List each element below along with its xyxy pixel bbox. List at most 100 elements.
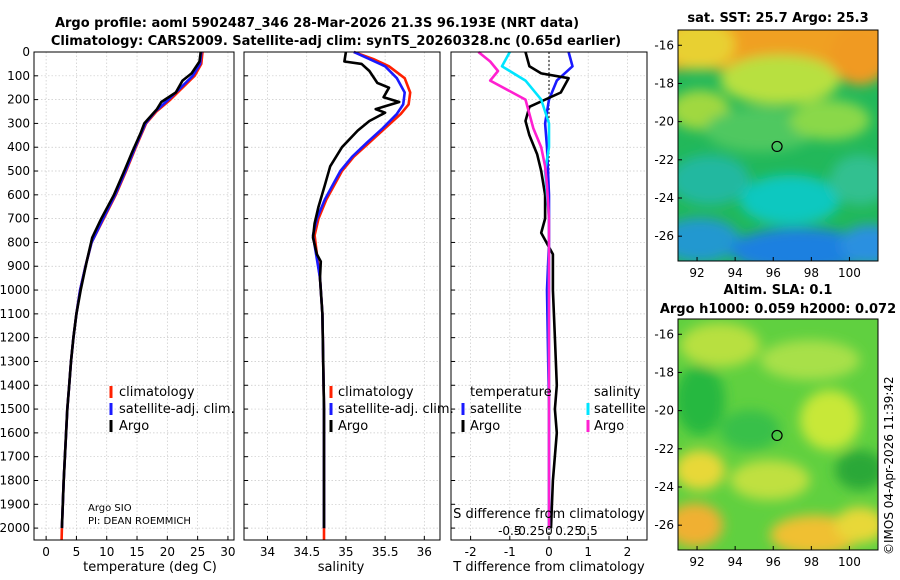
x-tick-label: 34 [260,545,275,559]
salinity-x-tick-label: -0.25 [514,524,545,538]
x-tick-label: 2 [624,545,632,559]
x-tick-label: 5 [73,545,81,559]
series-line [477,50,551,529]
y-tick-label: 1300 [0,354,30,368]
y-tick-label: 400 [7,140,30,154]
salinity-tick-labels: -0.5-0.25 0 0.250.5 [498,524,598,538]
y-tick-label: 1700 [0,450,30,464]
map-x-tick-label: 94 [728,555,743,569]
map-y-tick-label: -20 [654,115,674,129]
y-tick-label: 200 [7,93,30,107]
x-tick-label: 36 [417,545,432,559]
x-tick-label: -2 [465,545,477,559]
y-tick-label: 1900 [0,497,30,511]
map-x-tick-label: 98 [804,555,819,569]
map-y-tick-label: -26 [654,518,674,532]
legend-temperature-title: temperature [470,385,552,400]
difference-xlabel: T difference from climatology [452,560,645,575]
sst-map-title: sat. SST: 25.7 Argo: 25.3 [687,11,868,26]
salinity-legend: climatology satellite-adj. clim. Argo [329,385,454,434]
map-x-tick-label: 96 [766,555,781,569]
map-y-tick-label: -18 [654,76,674,90]
series-line [311,51,401,529]
x-tick-label: 0 [545,545,553,559]
x-tick-label: -1 [504,545,516,559]
sst-map-panel: sat. SST: 25.7 Argo: 25.3 92 94 96 98 100 -16… [654,11,879,280]
map-y-tick-label: -22 [654,442,674,456]
map-y-tick-label: -24 [654,191,674,205]
imos-watermark: ©IMOS 04-Apr-2026 11:39:42 [882,376,896,555]
x-tick-label: 35 [338,545,353,559]
y-tick-label: 1600 [0,426,30,440]
legend-salinity-title: salinity [594,385,641,400]
map-y-tick-label: -16 [654,38,674,52]
sla-heatmap [678,319,878,550]
salinity-x-tick-label: -0.5 [498,524,521,538]
sla-map-panel: Altim. SLA: 0.1 Argo h1000: 0.059 h2000:… [654,283,896,569]
x-tick-label: 35.5 [372,545,399,559]
map-x-tick-label: 92 [689,555,704,569]
argo-float-marker [771,429,783,442]
map-y-tick-label: -20 [654,404,674,418]
figure-title-line2: Climatology: CARS2009. Satellite-adj cli… [51,34,621,49]
x-tick-label: 20 [160,545,175,559]
salinity-x-tick-label: 0.25 [555,524,582,538]
legend-sal-argo-label: Argo [594,419,624,434]
y-tick-label: 1500 [0,402,30,416]
map-x-tick-label: 100 [838,555,861,569]
legend-argo-label: Argo [338,419,368,434]
legend-temp-satellite-label: satellite [470,402,522,417]
y-tick-label: 1100 [0,307,30,321]
y-tick-label: 1000 [0,283,30,297]
legend-argo-label: Argo [119,419,149,434]
x-tick-label: 10 [99,545,114,559]
y-tick-label: 1200 [0,331,30,345]
y-tick-label: 900 [7,259,30,273]
legend-climatology-label: climatology [119,385,195,400]
sla-map-subtitle: Argo h1000: 0.059 h2000: 0.072 [660,302,896,317]
credit-pi: PI: DEAN ROEMMICH [88,516,191,527]
map-x-tick-label: 94 [728,266,743,280]
temperature-panel: 0 100 200 300 400 500 600 700 800 900 1000 1100 1200… [0,45,236,575]
legend-climatology-label: climatology [338,385,414,400]
y-tick-label: 800 [7,235,30,249]
y-tick-label: 1400 [0,378,30,392]
y-tick-label: 600 [7,188,30,202]
y-tick-label: 500 [7,164,30,178]
salinity-x-tick-label: 0.5 [579,524,598,538]
map-x-tick-label: 100 [838,266,861,280]
plot-frame [243,51,441,541]
credit-org: Argo SIO [88,503,132,514]
map-x-tick-label: 92 [689,266,704,280]
y-tick-label: 300 [7,116,30,130]
map-y-tick-label: -18 [654,365,674,379]
plot-frame [33,51,235,541]
map-x-tick-label: 96 [766,266,781,280]
y-tick-label: 1800 [0,473,30,487]
x-tick-label: 30 [220,545,235,559]
series-line [60,51,203,529]
argo-float-marker [771,140,783,153]
salinity-panel: 34 34.5 35 35.5 36 salinity climatology sate… [243,50,454,575]
map-frame [677,29,879,262]
plot-frame [450,51,648,541]
y-tick-label: 100 [7,69,30,83]
map-x-tick-label: 98 [804,266,819,280]
figure-title-line1: Argo profile: aoml 5902487_346 28-Mar-20… [55,16,579,31]
map-y-tick-label: -24 [654,480,674,494]
y-tick-label: 0 [22,45,30,59]
series-line [60,51,202,529]
legend-satellite-label: satellite-adj. clim. [338,402,454,417]
temperature-legend: climatology satellite-adj. clim. Argo [109,385,235,434]
x-tick-label: 1 [584,545,592,559]
x-tick-label: 15 [129,545,144,559]
sla-map-title: Altim. SLA: 0.1 [724,283,833,298]
y-tick-label: 2000 [0,521,30,535]
y-tick-label: 700 [7,212,30,226]
legend-satellite-label: satellite-adj. clim. [119,402,235,417]
map-y-tick-label: -16 [654,327,674,341]
temperature-xlabel: temperature (deg C) [83,560,217,575]
salinity-xlabel: salinity [318,560,365,575]
difference-legend: temperature satellite Argo salinity sate… [461,385,646,434]
